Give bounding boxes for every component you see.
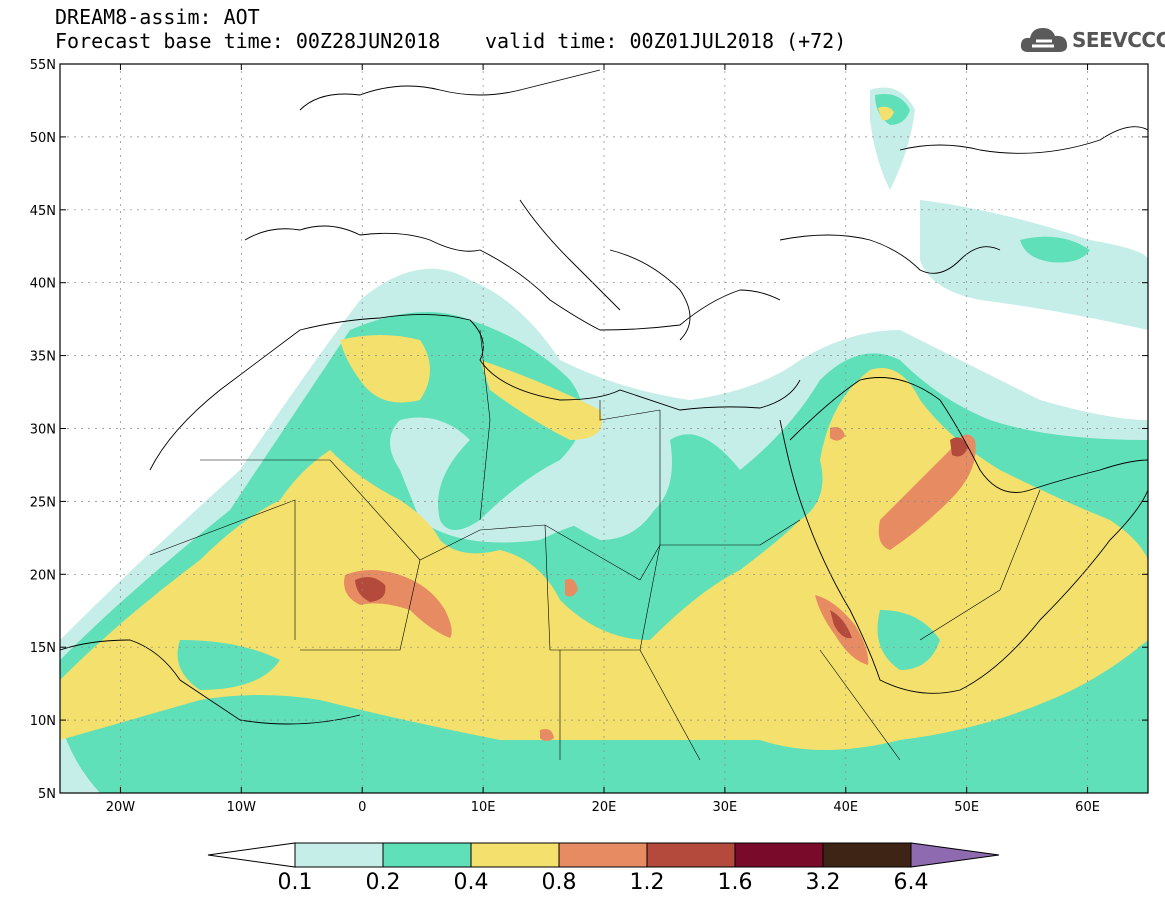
lat-tick-label: 45N: [30, 204, 56, 219]
colorbar-label: 6.4: [893, 870, 929, 895]
lat-tick-label: 20N: [30, 568, 56, 583]
aot-field: [60, 87, 1148, 793]
colorbar-label: 0.2: [365, 870, 401, 895]
country-borders: [149, 329, 1041, 761]
colorbar-label: 0.1: [277, 870, 313, 895]
colorbar-label: 3.2: [805, 870, 841, 895]
lat-tick-label: 30N: [30, 423, 56, 438]
lat-tick-label: 10N: [30, 714, 56, 729]
product-title: DREAM8-assim: AOT: [55, 5, 260, 29]
lat-tick-label: 50N: [30, 131, 56, 146]
logo-text: SEEVCCC: [1072, 28, 1165, 52]
colorbar-label: 0.4: [453, 870, 489, 895]
lon-tick-label: 40E: [833, 800, 858, 815]
latitude-labels: 55N 50N 45N 40N 35N 30N 25N 20N 15N 10N 5N: [30, 58, 56, 802]
lon-tick-label: 0: [358, 800, 366, 815]
colorbar-segment: [470, 842, 560, 868]
seevccc-logo: SEEVCCC: [1018, 22, 1165, 58]
colorbar-label: 1.6: [717, 870, 753, 895]
colorbar-label: 0.8: [541, 870, 577, 895]
lat-tick-label: 15N: [30, 641, 56, 656]
lon-tick-label: 10W: [227, 800, 257, 815]
colorbar-segment: [558, 842, 648, 868]
forecast-base-time: Forecast base time: 00Z28JUN2018: [55, 29, 441, 53]
colorbar-low-arrow: [207, 842, 296, 868]
lon-tick-label: 20E: [592, 800, 617, 815]
colorbar-segment: [646, 842, 736, 868]
lat-tick-label: 40N: [30, 277, 56, 292]
colorbar-high-arrow: [910, 842, 1000, 868]
lat-tick-label: 5N: [38, 787, 56, 802]
colorbar-segment: [382, 842, 472, 868]
lon-tick-label: 30E: [713, 800, 738, 815]
colorbar-segment: [822, 842, 912, 868]
lon-tick-label: 10E: [471, 800, 496, 815]
lon-tick-label: 50E: [954, 800, 979, 815]
lat-tick-label: 35N: [30, 350, 56, 365]
colorbar-label: 1.2: [629, 870, 665, 895]
graticule: [60, 64, 1148, 793]
longitude-labels: 20W 10W 0 10E 20E 30E 40E 50E 60E: [106, 800, 1100, 815]
lon-tick-label: 20W: [106, 800, 136, 815]
valid-time: valid time: 00Z01JUL2018 (+72): [485, 29, 847, 53]
colorbar-segment: [734, 842, 824, 868]
cloud-icon: [1020, 28, 1068, 52]
coastlines: [60, 69, 1148, 725]
lat-tick-label: 25N: [30, 495, 56, 510]
lon-tick-label: 60E: [1075, 800, 1100, 815]
colorbar: [207, 842, 1000, 868]
lat-tick-label: 55N: [30, 58, 56, 73]
colorbar-segment: [294, 842, 384, 868]
axis-ticks: [60, 63, 1148, 794]
